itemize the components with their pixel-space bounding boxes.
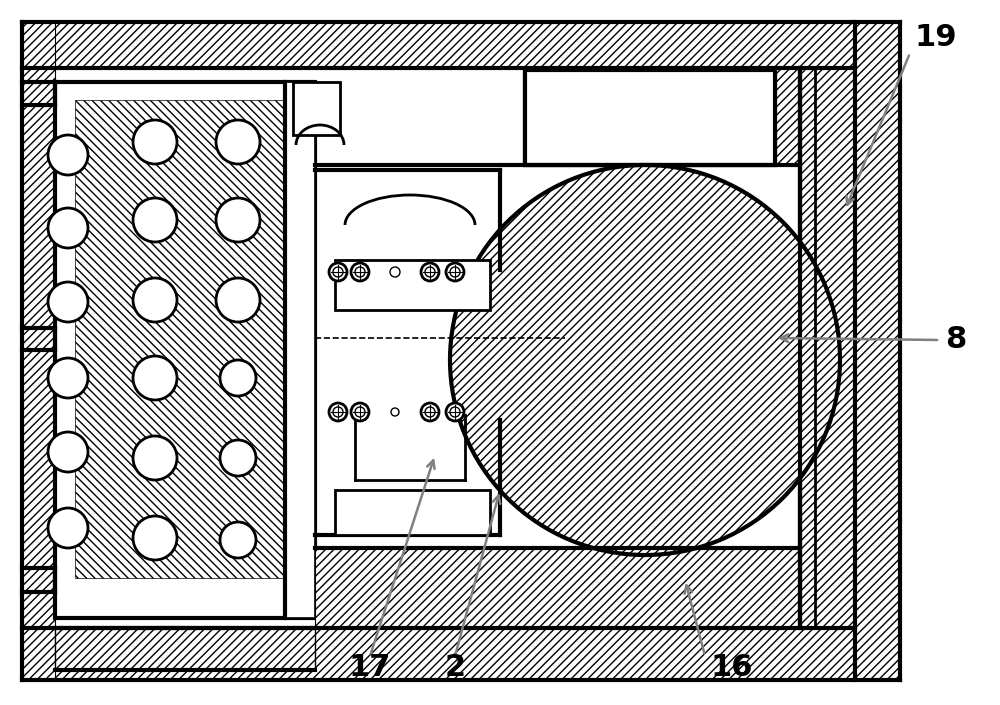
Circle shape	[329, 263, 347, 281]
Bar	[55, 82, 315, 618]
Circle shape	[48, 135, 88, 175]
Bar	[75, 100, 285, 578]
Text: 19: 19	[915, 23, 958, 52]
Circle shape	[48, 208, 88, 248]
Circle shape	[355, 267, 365, 277]
Circle shape	[333, 267, 343, 277]
Circle shape	[216, 120, 260, 164]
Bar	[335, 490, 490, 535]
Circle shape	[329, 403, 347, 421]
Circle shape	[351, 403, 369, 421]
Bar	[315, 548, 800, 628]
Circle shape	[421, 263, 439, 281]
Circle shape	[450, 165, 840, 555]
Circle shape	[390, 267, 400, 277]
Circle shape	[133, 356, 177, 400]
Circle shape	[133, 436, 177, 480]
Bar	[335, 260, 490, 310]
Circle shape	[48, 432, 88, 472]
Circle shape	[220, 360, 256, 396]
Circle shape	[133, 198, 177, 242]
Text: 8: 8	[945, 326, 966, 355]
Bar	[22, 22, 900, 68]
Bar	[22, 628, 900, 680]
Circle shape	[450, 165, 840, 555]
Circle shape	[425, 407, 435, 417]
Circle shape	[133, 120, 177, 164]
Bar	[22, 22, 55, 680]
Bar	[525, 68, 800, 165]
Circle shape	[450, 407, 460, 417]
Text: 17: 17	[349, 654, 391, 682]
Circle shape	[48, 508, 88, 548]
Circle shape	[446, 403, 464, 421]
Circle shape	[216, 198, 260, 242]
Bar	[525, 70, 775, 165]
Circle shape	[425, 267, 435, 277]
Text: 16: 16	[710, 654, 753, 682]
Circle shape	[48, 282, 88, 322]
Circle shape	[133, 278, 177, 322]
Circle shape	[333, 407, 343, 417]
Circle shape	[351, 263, 369, 281]
Circle shape	[391, 408, 399, 416]
Circle shape	[421, 403, 439, 421]
Circle shape	[446, 263, 464, 281]
Bar	[285, 82, 315, 618]
Circle shape	[220, 440, 256, 476]
Bar	[293, 82, 340, 135]
Circle shape	[355, 407, 365, 417]
Circle shape	[133, 516, 177, 560]
Circle shape	[48, 358, 88, 398]
Bar	[525, 70, 775, 165]
Circle shape	[216, 278, 260, 322]
Bar	[800, 68, 855, 628]
Circle shape	[220, 522, 256, 558]
Circle shape	[450, 267, 460, 277]
Text: 2: 2	[444, 654, 466, 682]
Bar	[855, 22, 900, 680]
Bar	[55, 628, 315, 670]
